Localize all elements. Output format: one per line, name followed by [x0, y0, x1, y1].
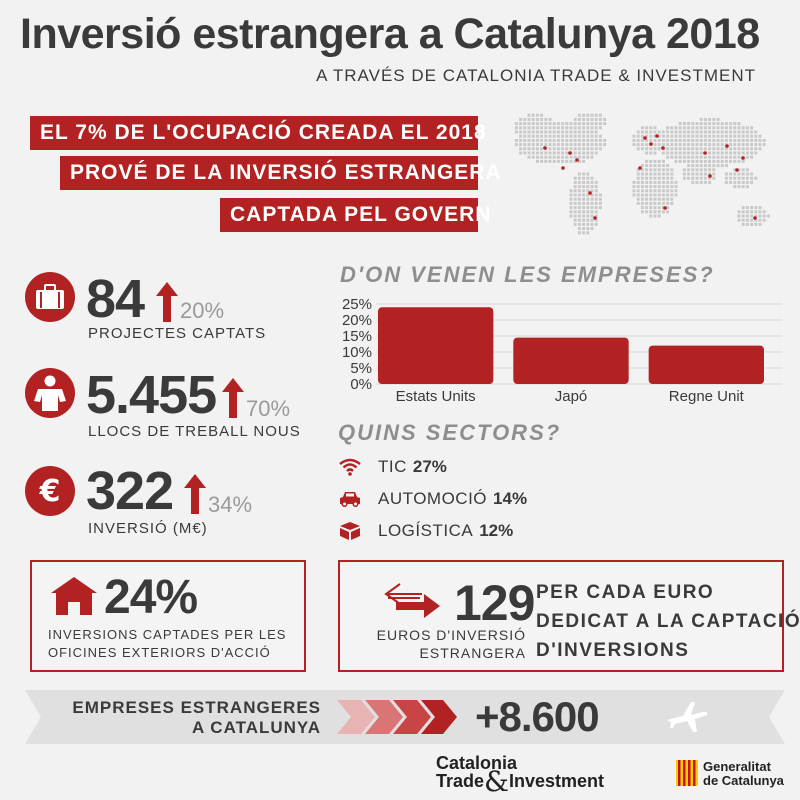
house-icon — [50, 576, 98, 621]
page-subtitle: A TRAVÉS DE CATALONIA TRADE & INVESTMENT — [316, 66, 756, 85]
ratio-desc-line-1: PER CADA EURO — [536, 582, 715, 603]
page-title: Inversió estrangera a Catalunya 2018 — [20, 10, 760, 58]
offices-box: 24% INVERSIONS CAPTADES PER LES OFICINES… — [30, 560, 306, 672]
chart-category-label: Japó — [555, 388, 588, 405]
sectors-title: QUINS SECTORS? — [338, 420, 562, 445]
ratio-value: 129 — [454, 575, 535, 631]
sector-name: AUTOMOCIÓ — [378, 489, 488, 508]
highlight-line-2: PROVÉ DE LA INVERSIÓ ESTRANGERA — [60, 156, 501, 190]
box-icon — [338, 519, 362, 543]
ratio-label-2: ESTRANGERA — [419, 645, 526, 661]
sectors-list: TIC 27% AUTOMOCIÓ 14% LOGÍSTICA 12% — [338, 452, 638, 546]
investment-label: INVERSIÓ (M€) — [88, 520, 208, 537]
cti-ampersand: & — [484, 765, 509, 798]
offices-label-1: INVERSIONS CAPTADES PER LES — [48, 627, 287, 642]
origin-chart: 25% 20% 15% 10% 5% 0% Estats Units Japó Regne Un… — [330, 292, 790, 410]
sector-item-logistica: LOGÍSTICA 12% — [338, 516, 638, 546]
ratio-box: 129 EUROS D'INVERSIÓ ESTRANGERA PER CADA… — [338, 560, 800, 672]
jobs-label: LLOCS DE TREBALL NOUS — [88, 423, 301, 440]
highlight-line-1: EL 7% DE L'OCUPACIÓ CREADA EL 2018 — [30, 116, 486, 150]
sector-item-automocio: AUTOMOCIÓ 14% — [338, 484, 638, 514]
investment-value: 322 — [86, 461, 174, 521]
chart-ytick-label: 15% — [342, 328, 372, 345]
origin-bar-chart: 25%20%15%10%5%0% Estats Units Japó Regne Un… — [342, 296, 782, 405]
sector-value: 27% — [412, 457, 447, 476]
chart-ytick-label: 5% — [350, 360, 372, 377]
chart-category-label: Estats Units — [396, 388, 476, 405]
world-map-icon — [514, 113, 770, 235]
ratio-description: PER CADA EURO DEDICAT A LA CAPTACIÓ D'IN… — [536, 578, 800, 665]
companies-band: EMPRESES ESTRANGERES A CATALUNYA +8.600 — [25, 690, 785, 744]
companies-value: +8.600 — [475, 693, 600, 740]
band-background — [25, 690, 785, 744]
cti-investment: Investment — [508, 771, 604, 791]
chart-category-label: Regne Unit — [669, 388, 745, 405]
chart-ytick-label: 10% — [342, 344, 372, 361]
jobs-value: 5.455 — [86, 365, 217, 425]
sector-name: LOGÍSTICA — [378, 521, 474, 540]
ratio-desc-line-2: DEDICAT A LA CAPTACIÓ — [536, 611, 800, 632]
chart-ytick-label: 0% — [350, 376, 372, 393]
airplane-icon — [665, 700, 709, 739]
euro-icon: € — [25, 466, 75, 516]
generalitat-logo-text: Generalitat de Catalunya — [703, 760, 784, 788]
chart-ytick-label: 20% — [342, 312, 372, 329]
companies-label-1: EMPRESES ESTRANGERES — [72, 698, 321, 717]
ratio-desc-line-3: D'INVERSIONS — [536, 640, 690, 661]
chart-ytick-label: 25% — [342, 296, 372, 313]
generalitat-line-2: de Catalunya — [703, 773, 784, 788]
car-icon — [338, 487, 362, 511]
generalitat-line-1: Generalitat — [703, 759, 771, 774]
offices-label-2: OFICINES EXTERIORS D'ACCIÓ — [48, 645, 271, 660]
chart-bar — [648, 345, 764, 384]
projects-change: 20% — [180, 298, 225, 323]
projects-value: 84 — [86, 269, 145, 329]
arrow-up-icon — [184, 474, 206, 519]
ratio-label-1: EUROS D'INVERSIÓ — [376, 627, 526, 643]
investment-change: 34% — [208, 492, 253, 517]
arrow-up-icon — [156, 282, 178, 327]
cti-line-1: Catalonia — [436, 753, 518, 773]
exchange-arrows-icon — [382, 582, 442, 623]
chart-bar — [513, 337, 629, 384]
sector-name: TIC — [378, 457, 407, 476]
chart-bar — [378, 307, 494, 384]
arrow-up-icon — [222, 378, 244, 423]
wifi-icon — [338, 455, 362, 479]
catalonia-trade-investment-logo: Catalonia Trade&Investment — [436, 753, 604, 796]
highlight-line-3: CAPTADA PEL GOVERN — [220, 198, 490, 232]
generalitat-logo-icon — [676, 760, 698, 791]
sector-value: 12% — [479, 521, 514, 540]
person-icon — [25, 368, 75, 418]
chevrons-icon — [337, 700, 457, 739]
world-map — [505, 108, 780, 248]
companies-label: EMPRESES ESTRANGERES A CATALUNYA — [55, 698, 321, 738]
companies-label-2: A CATALUNYA — [191, 718, 321, 737]
projects-label: PROJECTES CAPTATS — [88, 325, 267, 342]
sector-value: 14% — [493, 489, 528, 508]
jobs-change: 70% — [246, 396, 291, 421]
briefcase-icon — [25, 272, 75, 322]
origin-title: D'ON VENEN LES EMPRESES? — [340, 262, 715, 287]
cti-trade: Trade — [436, 771, 485, 791]
offices-value: 24% — [104, 571, 198, 624]
sector-item-tic: TIC 27% — [338, 452, 638, 482]
